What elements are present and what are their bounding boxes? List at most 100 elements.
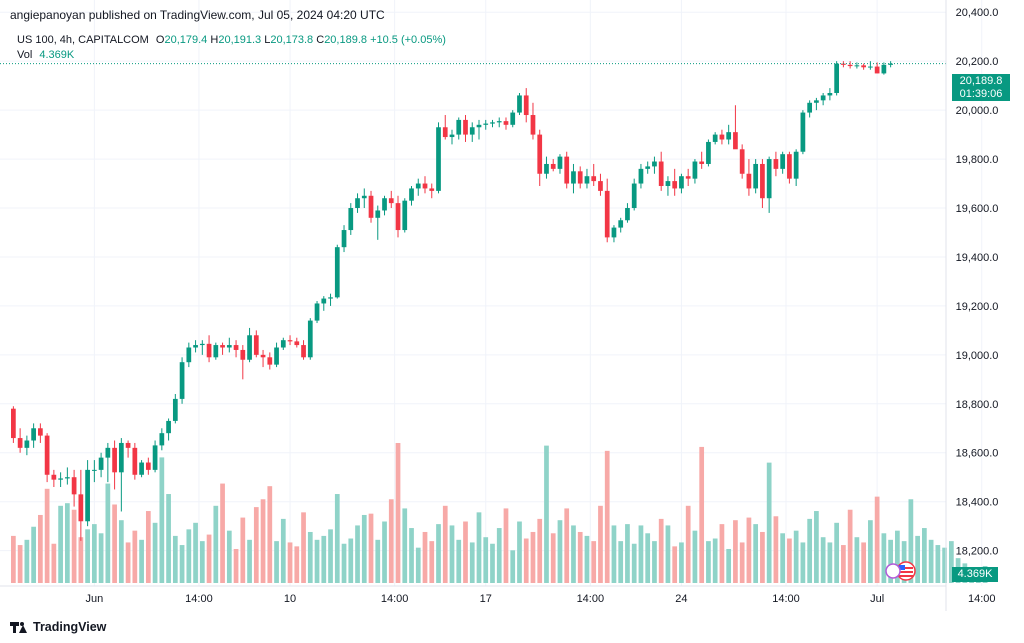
volume-bar	[388, 499, 394, 583]
candle	[186, 342, 192, 368]
candle	[456, 117, 462, 140]
candle	[179, 357, 185, 404]
candle	[118, 438, 124, 512]
volume-bar	[436, 524, 441, 583]
volume-bar	[577, 531, 583, 583]
candle	[773, 151, 779, 177]
volume-bar	[402, 508, 408, 583]
candle	[17, 428, 23, 453]
volume-bar	[31, 526, 36, 583]
close-label: C	[316, 34, 325, 46]
volume-bar	[247, 539, 252, 583]
volume-bar	[793, 530, 799, 583]
volume-bar	[145, 511, 151, 583]
low-value: 20,173.8	[270, 34, 314, 46]
candle	[820, 92, 826, 106]
candle	[469, 122, 475, 142]
volume-bar	[64, 503, 70, 583]
tradingview-logo[interactable]: TradingView	[10, 620, 106, 634]
volume-bar	[942, 547, 947, 583]
volume-bar	[699, 446, 705, 583]
volume-bar	[827, 542, 833, 583]
volume-bar	[193, 522, 198, 583]
candle	[348, 203, 354, 235]
volume-bar	[706, 541, 711, 583]
volume-bar	[179, 545, 185, 583]
volume-bar	[807, 518, 813, 583]
time-tick-label: 14:00	[968, 593, 996, 605]
time-tick-label: 14:00	[381, 593, 409, 605]
volume-bar	[301, 512, 306, 583]
volume-bar	[98, 533, 104, 583]
volume-bar	[726, 548, 732, 583]
volume-bar	[253, 507, 259, 583]
candle	[85, 460, 90, 527]
candle	[665, 176, 671, 196]
volume-bar	[820, 537, 826, 583]
volume-bar	[267, 486, 273, 583]
candle	[78, 469, 84, 541]
high-value: 20,191.3	[218, 34, 262, 46]
candle	[787, 151, 792, 184]
candle	[854, 62, 860, 69]
candle	[409, 185, 414, 206]
candle	[368, 190, 374, 223]
candle	[760, 159, 765, 209]
candle	[652, 156, 657, 174]
publisher-line: angiepanoyan published on TradingView.co…	[10, 8, 385, 22]
candle	[814, 97, 819, 111]
volume-bar	[409, 528, 414, 583]
volume-bar	[463, 521, 468, 583]
volume-label[interactable]: Vol	[17, 49, 33, 61]
candle	[402, 198, 408, 233]
candle	[152, 440, 158, 473]
candle	[868, 61, 873, 70]
volume-bar	[125, 542, 131, 583]
volume-bar	[625, 524, 630, 583]
volume-bar	[679, 542, 684, 583]
volume-bar	[71, 509, 77, 583]
candle	[645, 161, 651, 174]
volume-bar	[240, 517, 246, 583]
candle	[307, 318, 313, 360]
candle	[91, 460, 97, 483]
volume-bar	[17, 545, 23, 583]
time-tick-label: Jun	[85, 593, 103, 605]
volume-bar	[58, 505, 63, 583]
candle	[159, 428, 165, 451]
candle	[44, 433, 50, 483]
volume-bar	[631, 543, 637, 583]
candle	[395, 195, 401, 238]
candle	[442, 115, 448, 140]
time-tick-label: 10	[284, 593, 296, 605]
time-tick-label: 17	[480, 593, 492, 605]
candle	[766, 156, 772, 213]
candle	[517, 92, 522, 116]
candle	[422, 176, 428, 194]
candle	[753, 159, 759, 194]
volume-bar	[874, 496, 880, 583]
candle	[280, 337, 286, 350]
symbol-label[interactable]: US 100, 4h, CAPITALCOM	[17, 34, 149, 46]
candle	[537, 129, 543, 186]
volume-bar	[226, 530, 232, 583]
candle	[105, 442, 111, 483]
candle	[807, 100, 813, 118]
volume-bar	[11, 535, 16, 583]
candle	[888, 61, 893, 68]
volume-bar	[584, 535, 590, 583]
volume-bar	[564, 508, 570, 583]
volume-bar	[24, 539, 30, 583]
price-tick-label: 20,000.0	[956, 105, 999, 117]
candle	[51, 469, 57, 488]
volume-bar	[787, 538, 792, 583]
candle	[166, 418, 171, 441]
volume-bar	[685, 505, 691, 583]
candle	[64, 467, 70, 485]
volume-bar	[469, 542, 475, 583]
candle	[739, 144, 745, 179]
candle	[206, 335, 212, 363]
volume-bar	[665, 525, 671, 583]
